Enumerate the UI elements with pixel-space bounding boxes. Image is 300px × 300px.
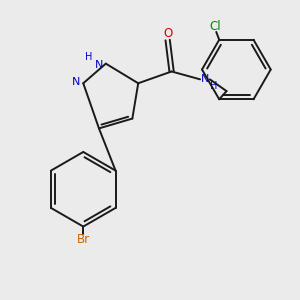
Text: N: N	[201, 74, 209, 84]
Text: H: H	[210, 81, 218, 91]
Text: H: H	[85, 52, 93, 62]
Text: Br: Br	[77, 233, 90, 246]
Text: N: N	[95, 60, 103, 70]
Text: Cl: Cl	[209, 20, 221, 32]
Text: N: N	[72, 77, 81, 87]
Text: O: O	[163, 27, 172, 40]
